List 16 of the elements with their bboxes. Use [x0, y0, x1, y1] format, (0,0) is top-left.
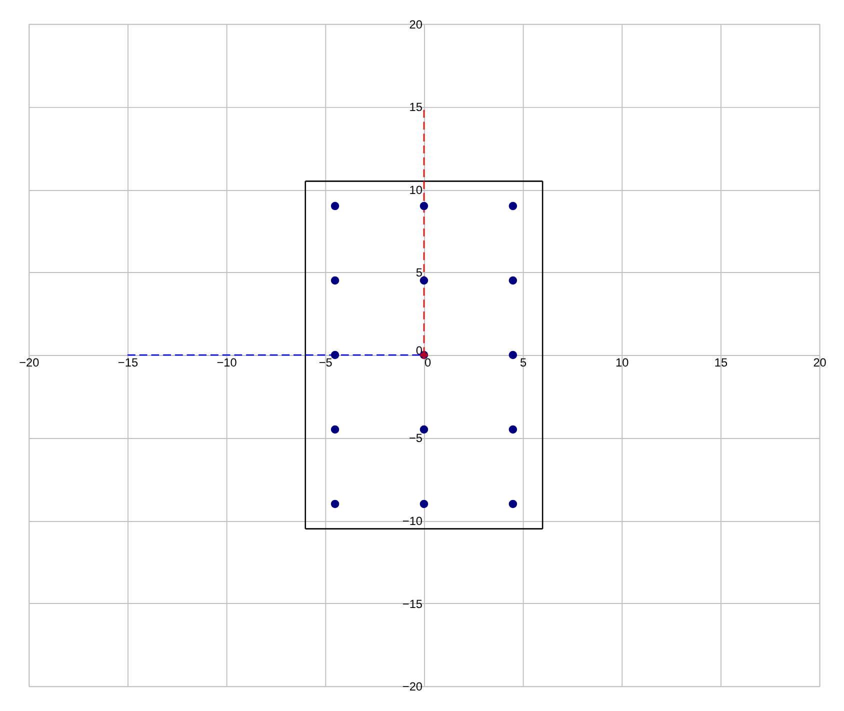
x-tick-label: −20	[19, 355, 40, 370]
y-tick-label: 15	[409, 100, 423, 114]
x-tick-label: −10	[216, 355, 238, 370]
x-tick-label: −5	[318, 355, 333, 370]
x-tick-label: 5	[520, 355, 528, 370]
x-tick-label: 20	[813, 355, 827, 370]
y-tick-label: −10	[402, 514, 423, 528]
y-tick-label: −15	[402, 596, 423, 611]
x-tick-label: 10	[616, 355, 630, 370]
y-tick-label: 20	[409, 17, 423, 32]
y-tick-label: −20	[402, 680, 423, 694]
y-tick-label: −5	[408, 431, 423, 446]
x-tick-label: −15	[118, 355, 138, 370]
y-tick-label: 5	[416, 266, 423, 280]
y-tick-label: 10	[409, 182, 423, 197]
x-tick-label: 15	[714, 355, 728, 370]
